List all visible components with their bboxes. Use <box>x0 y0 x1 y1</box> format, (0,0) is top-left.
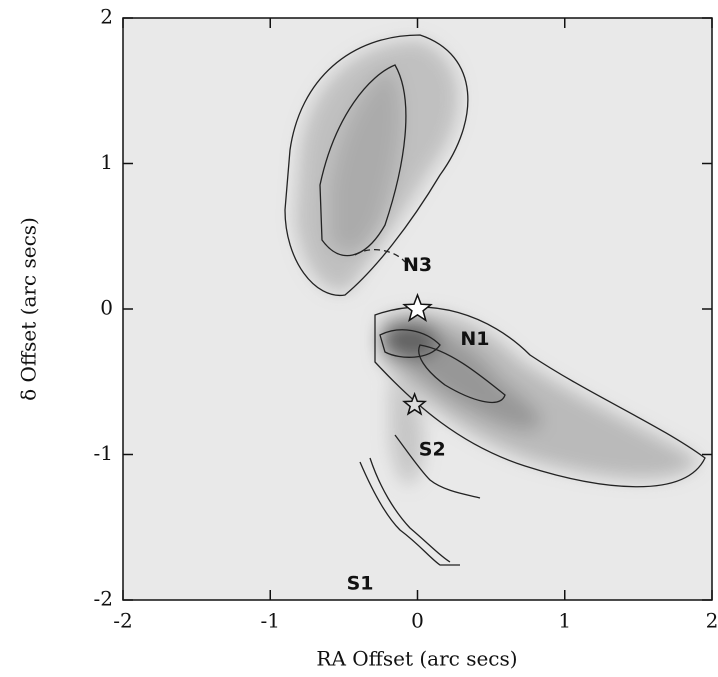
y-axis-label: δ Offset (arc secs) <box>17 217 41 401</box>
annotation: S1 <box>347 572 374 594</box>
x-tick-label: 1 <box>558 609 571 633</box>
annotation: N1 <box>460 328 489 350</box>
y-tick-label: -2 <box>94 587 113 611</box>
x-tick-label: 2 <box>706 609 718 633</box>
image <box>123 18 712 600</box>
y-tick-label: -1 <box>94 441 113 465</box>
y-tick-label: 1 <box>100 150 113 174</box>
y-tick-label: 2 <box>100 5 113 29</box>
annotation: N3 <box>403 254 432 276</box>
x-axis-label: RA Offset (arc secs) <box>316 647 517 671</box>
x-tick-label: 0 <box>411 609 424 633</box>
y-tick-label: 0 <box>100 296 113 320</box>
x-tick-label: -2 <box>113 609 132 633</box>
star-marker <box>402 292 433 323</box>
annotation: S2 <box>419 439 446 461</box>
x-tick-label: -1 <box>261 609 280 633</box>
star-marker <box>402 391 428 416</box>
